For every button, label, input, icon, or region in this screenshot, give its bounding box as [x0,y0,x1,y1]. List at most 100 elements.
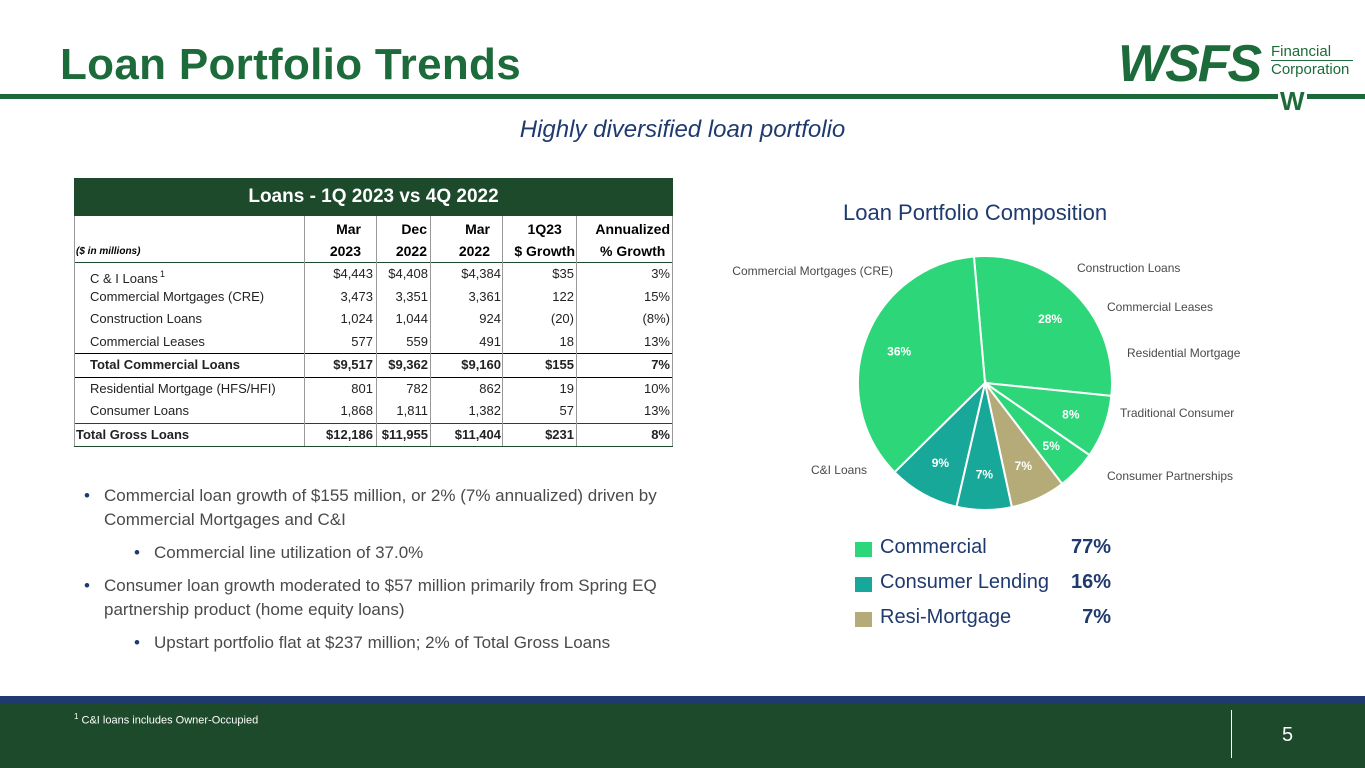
cell: $9,362 [388,357,428,372]
footer-accent-bar [0,696,1365,704]
pie-category-label: Commercial Leases [1107,300,1213,314]
footnote: 1 C&I loans includes Owner-Occupied [74,712,259,727]
table-row-subtotal: Total Commercial Loans $9,517 $9,362 $9,… [74,353,673,377]
table-title: Loans - 1Q 2023 vs 4Q 2022 [74,178,673,216]
cell: 7% [651,357,670,372]
col-header-mar-2023: Mar 2023 [329,221,361,259]
cell: 782 [406,380,428,396]
bullet-item: Consumer loan growth moderated to $57 mi… [82,574,682,622]
wsfs-logo: WSFS Financial Corporation W [1118,35,1353,118]
cell: 1,868 [340,403,373,418]
logo-line-financial: Financial [1271,43,1332,60]
legend-label: Resi-Mortgage [880,606,1012,628]
cell: $11,955 [381,426,428,442]
col-header-annualized: Annualized% Growth [595,221,670,259]
legend-label: Consumer Lending [880,571,1049,593]
pie-slice-value-label: 7% [1015,459,1033,473]
cell: (20) [550,311,574,326]
cell: 3,351 [395,288,428,304]
cell: $4,408 [388,266,428,281]
pie-slice-value-label: 9% [932,456,950,470]
cell: 491 [479,333,501,349]
cell: 13% [643,403,670,418]
row-label: Consumer Loans [90,403,189,418]
cell: 3,473 [340,288,373,304]
cell: 13% [643,333,670,349]
cell: $9,517 [333,357,373,372]
row-label: Commercial Leases [90,333,205,349]
logo-wordmark: WSFS [1118,35,1262,93]
page-number: 5 [1282,724,1294,746]
bullet-subitem: Commercial line utilization of 37.0% [132,541,682,565]
row-label: Construction Loans [90,311,203,326]
table-row: Commercial Leases 577 559 491 18 13% [74,331,673,354]
legend-percent: 7% [1082,606,1111,628]
cell: 577 [351,333,373,349]
table-units: ($ in millions) [76,246,141,257]
chart-title: Loan Portfolio Composition [843,200,1108,225]
pie-category-label: C&I Loans [811,463,867,477]
cell: 1,811 [396,403,428,418]
pie-slice-value-label: 7% [976,467,994,481]
pie-slice-value-label: 28% [1038,312,1062,326]
bullet-item: Commercial loan growth of $155 million, … [82,484,682,532]
table-row: Consumer Loans 1,868 1,811 1,382 57 13% [74,400,673,423]
pie-slice-value-label: 8% [1062,408,1080,422]
table-divider [502,216,503,446]
cell: 3,361 [468,288,501,304]
page-title: Loan Portfolio Trends [60,40,521,89]
legend-label: Commercial [880,536,987,558]
cell: 559 [406,333,428,349]
cell: $35 [552,266,574,281]
cell: 862 [479,380,501,396]
table-border-left [74,216,75,446]
cell: 57 [559,403,574,418]
table-row: Residential Mortgage (HFS/HFI) 801 782 8… [74,376,673,401]
row-label: C & I Loans 1 [90,269,165,286]
table-row: Commercial Mortgages (CRE) 3,473 3,351 3… [74,286,673,309]
cell: 19 [559,380,574,396]
cell: 1,382 [468,403,501,418]
cell: $11,404 [454,426,501,442]
pie-category-label: Commercial Mortgages (CRE) [732,264,893,278]
bullet-subitem: Upstart portfolio flat at $237 million; … [132,631,682,655]
loan-composition-pie-chart: 28% Commercial Mortgages (CRE) 8% Construct… [732,255,1241,511]
pie-category-label: Construction Loans [1077,261,1180,275]
row-label: Total Gross Loans [76,426,190,442]
table-row: Construction Loans 1,024 1,044 924 (20) … [74,308,673,331]
pie-slice-commercial-mortgages-cre- [972,255,1113,397]
bullet-list: Commercial loan growth of $155 million, … [82,484,682,664]
title-rule [0,94,1365,99]
col-header-mar-2022: Mar 2022 [458,221,490,259]
table-column-headers: ($ in millions) Mar 2023 Dec 2022 Mar 2022 … [74,216,673,263]
cell: 10% [643,380,670,396]
logo-line-corporation: Corporation [1271,61,1350,78]
row-label: Residential Mortgage (HFS/HFI) [90,380,276,396]
cell: 1,044 [395,311,428,326]
logo-rule [1271,60,1353,61]
table-row: C & I Loans 1 $4,443 $4,408 $4,384 $35 3% [74,263,673,286]
legend-swatch [855,577,872,592]
loans-table: Loans - 1Q 2023 vs 4Q 2022 ($ in million… [74,178,673,447]
legend-swatch [855,542,872,557]
pie-category-label: Traditional Consumer [1120,406,1234,420]
legend-swatch [855,612,872,627]
cell: 15% [643,288,670,304]
legend-percent: 77% [1070,536,1111,558]
cell: $12,186 [326,426,373,442]
footer-divider [1231,710,1232,758]
pie-category-label: Consumer Partnerships [1107,469,1233,483]
cell: 1,024 [340,311,373,326]
table-divider [376,216,377,446]
cell: $4,384 [461,266,501,281]
cell: 3% [651,266,670,281]
table-divider [576,216,577,446]
logo-monogram: W [1278,86,1307,116]
cell: $4,443 [333,266,373,281]
pie-slice-value-label: 5% [1043,439,1061,453]
cell: 801 [351,380,373,396]
col-header-dec-2022: Dec 2022 [395,221,427,259]
cell: (8%) [642,311,670,326]
row-label: Total Commercial Loans [90,357,241,372]
cell: 924 [479,311,501,326]
